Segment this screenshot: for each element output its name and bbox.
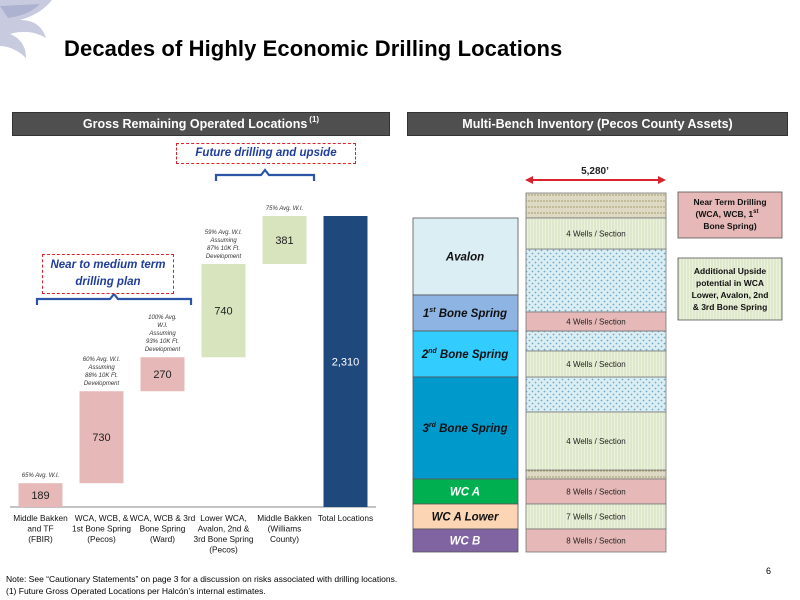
bench-layer-label-3: 2nd Bone Spring — [421, 348, 509, 361]
waterfall-bar-6 — [323, 216, 368, 507]
bench-layer-label-2: 1st Bone Spring — [423, 307, 507, 320]
upside-legend-line-4: & 3rd Bone Spring — [693, 302, 768, 312]
bench-layer-label-7: WC B — [450, 536, 481, 548]
bench-layer-label-5: WC A — [450, 487, 480, 499]
well-box-6 — [525, 503, 667, 530]
multi-bench-diagram: 5,280’ Avalon 4 Wells / Section 1st Bone Sp… — [412, 166, 783, 553]
near-term-legend-line-2: (WCA, WCB, 1st — [696, 209, 759, 219]
well-box-4 — [525, 411, 667, 471]
bench-layer-5 — [412, 478, 519, 505]
bench-layer-4 — [412, 376, 519, 480]
left-section-header: Gross Remaining Operated Locations (1) — [12, 112, 390, 136]
bar-value-label-3: 270 — [153, 369, 171, 381]
well-count-label-1: 4 Wells / Section — [566, 230, 625, 239]
hatched-block-2 — [525, 330, 667, 352]
bar-annotation-5: 75% Avg. W.I. — [266, 206, 303, 212]
waterfall-bar-1 — [18, 483, 63, 507]
left-header-footnote: (1) — [309, 114, 320, 124]
category-label-1: Middle Bakken and TF (FBIR) — [13, 513, 68, 544]
page-number: 6 — [766, 566, 772, 576]
bench-layer-label-1: Avalon — [445, 252, 484, 264]
waterfall-bar-5 — [262, 216, 307, 264]
bar-annotation-2: 60% Avg. W.I. Assuming 88% 10K Ft. Developm… — [83, 357, 120, 387]
bar-value-label-1: 189 — [31, 490, 49, 502]
bar-annotation-4: 59% Avg. W.I. Assuming 87% 10K Ft. Developm… — [205, 230, 242, 260]
bar-value-label-2: 730 — [92, 432, 110, 444]
category-label-3: WCA, WCB & 3rd Bone Spring (Ward) — [130, 513, 196, 544]
bench-layer-label-4: 3rd Bone Spring — [423, 422, 508, 435]
bench-layer-7 — [412, 528, 519, 553]
category-label-6: Total Locations — [318, 513, 373, 523]
well-box-5 — [525, 478, 667, 505]
bench-layer-2 — [412, 294, 519, 332]
well-box-2 — [525, 311, 667, 332]
surface-layer — [525, 192, 667, 219]
waterfall-bar-4 — [201, 263, 246, 358]
well-count-label-7: 8 Wells / Section — [566, 537, 625, 546]
category-label-4: Lower WCA, Avalon, 2nd & 3rd Bone Spring (P… — [194, 513, 254, 555]
well-box-7 — [525, 528, 667, 553]
cautionary-note: Note: See “Cautionary Statements” on pag… — [6, 574, 398, 584]
waterfall-chart: 189 65% Avg. W.I. Middle Bakken and TF (FBIR… — [10, 168, 376, 555]
well-count-label-2: 4 Wells / Section — [566, 318, 625, 327]
right-section-header: Multi-Bench Inventory (Pecos County Asse… — [407, 112, 788, 136]
bench-layer-6 — [412, 503, 519, 530]
well-count-label-5: 8 Wells / Section — [566, 488, 625, 497]
falcon-logo-icon — [0, 0, 52, 58]
well-count-label-4: 4 Wells / Section — [566, 437, 625, 446]
well-box-3 — [525, 350, 667, 378]
near-term-bracket — [35, 292, 193, 305]
upside-legend-box — [677, 257, 783, 321]
future-drilling-callout: Future drilling and upside — [176, 143, 356, 164]
section-width-label: 5,280’ — [581, 166, 609, 177]
hatched-block-4 — [525, 469, 667, 480]
future-drilling-bracket — [214, 168, 316, 181]
waterfall-bar-2 — [79, 391, 124, 484]
left-header-text: Gross Remaining Operated Locations — [82, 117, 308, 131]
footnote: (1) Future Gross Operated Locations per … — [6, 586, 266, 596]
bar-annotation-3: 100% Avg. W.I. Assuming 93% 10K Ft. Developm… — [145, 315, 181, 353]
near-medium-term-callout: Near to medium term drilling plan — [42, 254, 174, 294]
arrow-right-head-icon — [658, 176, 666, 184]
upside-legend-line-2: potential in WCA — [696, 278, 764, 288]
page-title: Decades of Highly Economic Drilling Loca… — [64, 36, 563, 61]
near-term-legend-line-3: Bone Spring) — [703, 221, 757, 231]
category-label-5: Middle Bakken (Williams County) — [257, 513, 312, 544]
near-term-legend-box — [677, 191, 783, 239]
bar-value-label-5: 381 — [275, 235, 293, 247]
right-header-text: Multi-Bench Inventory (Pecos County Asse… — [462, 117, 733, 131]
bar-annotation-1: 65% Avg. W.I. — [22, 473, 59, 479]
upside-legend-line-1: Additional Upside — [694, 266, 767, 276]
arrow-left-head-icon — [525, 176, 533, 184]
hatched-block-3 — [525, 376, 667, 413]
bar-value-label-4: 740 — [214, 306, 232, 318]
hatched-block-1 — [525, 248, 667, 313]
well-count-label-3: 4 Wells / Section — [566, 360, 625, 369]
well-box-1 — [525, 217, 667, 250]
bench-layer-label-6: WC A Lower — [432, 512, 499, 524]
category-label-2: WCA, WCB, & 1st Bone Spring (Pecos) — [72, 513, 131, 544]
well-count-label-6: 7 Wells / Section — [566, 513, 625, 522]
upside-legend-line-3: Lower, Avalon, 2nd — [692, 290, 769, 300]
near-term-legend-line-1: Near Term Drilling — [693, 197, 766, 207]
bar-value-label-6: 2,310 — [332, 357, 360, 369]
waterfall-bar-3 — [140, 357, 185, 392]
